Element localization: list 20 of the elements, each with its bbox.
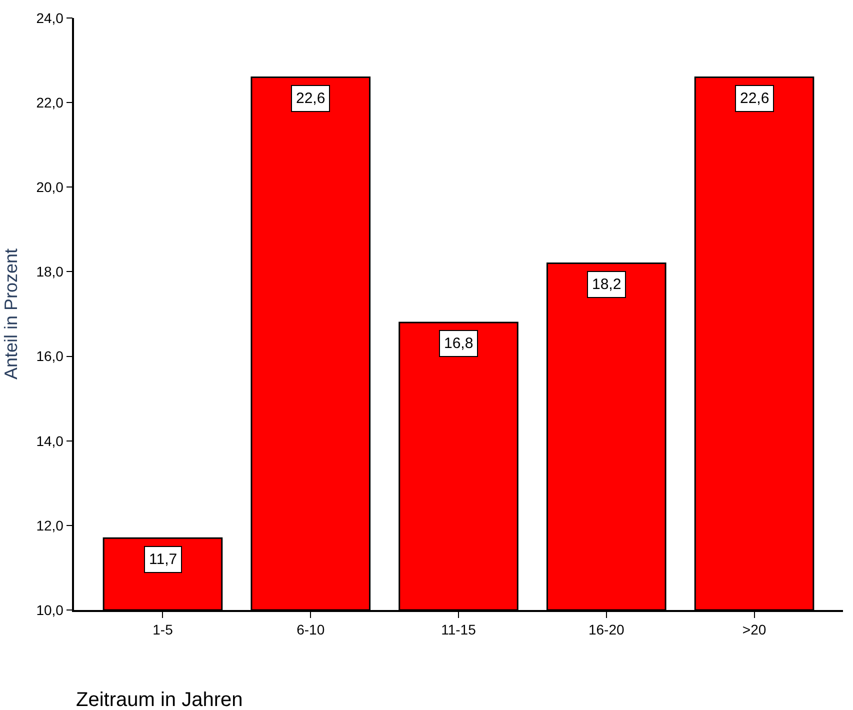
data-label: 22,6 [296,90,326,107]
y-tick-label: 10,0 [36,602,64,618]
x-tick-label: 16-20 [588,622,624,638]
data-label: 18,2 [592,276,622,293]
data-label: 16,8 [444,335,474,352]
x-tick-label: 6-10 [296,622,325,638]
y-tick-label: 14,0 [36,432,64,449]
y-tick-label: 18,0 [36,264,64,280]
y-tick-label: 16,0 [36,348,64,364]
y-axis-title: Anteil in Prozent [0,248,21,380]
y-tick-label: 12,0 [36,517,64,534]
x-axis-title: Zeitraum in Jahren [76,689,243,710]
data-label: 22,6 [740,90,770,107]
x-tick-label: 1-5 [152,622,174,638]
y-tick-label: 22,0 [36,94,64,110]
data-label: 11,7 [149,551,178,568]
x-tick-label: 11-15 [441,622,476,638]
y-tick-label: 24,0 [36,10,64,26]
y-tick-label: 20,0 [36,179,64,196]
x-tick-label: >20 [742,622,766,638]
